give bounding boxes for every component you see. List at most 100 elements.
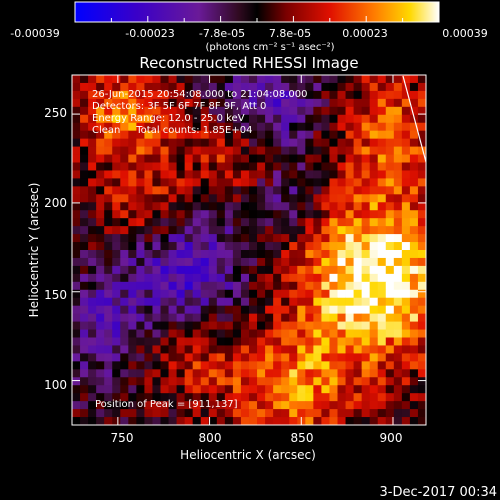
- heatmap-cell: [393, 122, 403, 132]
- heatmap-cell: [88, 194, 97, 203]
- heatmap-cell: [208, 401, 218, 410]
- heatmap-cell: [305, 401, 314, 410]
- heatmap-cell: [393, 385, 403, 394]
- heatmap-cell: [257, 329, 266, 338]
- heatmap-cell: [409, 146, 419, 155]
- heatmap-cell: [80, 345, 89, 354]
- heatmap-cell: [72, 138, 81, 147]
- heatmap-cell: [144, 345, 153, 354]
- heatmap-cell: [200, 170, 210, 179]
- heatmap-cell: [337, 106, 346, 116]
- heatmap-cell: [96, 82, 105, 92]
- heatmap-cell: [369, 75, 379, 84]
- heatmap-cell: [224, 114, 234, 124]
- heatmap-cell: [224, 138, 234, 147]
- heatmap-cell: [184, 265, 194, 275]
- heatmap-cell: [168, 178, 177, 187]
- heatmap-cell: [184, 202, 194, 211]
- heatmap-cell: [361, 234, 371, 243]
- heatmap-cell: [289, 393, 298, 402]
- heatmap-cell: [168, 250, 177, 259]
- heatmap-cell: [345, 250, 354, 259]
- heatmap-cell: [160, 369, 169, 378]
- heatmap-cell: [353, 313, 363, 322]
- heatmap-cell: [305, 170, 314, 179]
- heatmap-cell: [249, 345, 258, 354]
- heatmap-cell: [353, 265, 363, 275]
- plot-frame: [71, 74, 427, 426]
- heatmap-cell: [385, 210, 395, 219]
- heatmap-cell: [385, 138, 395, 147]
- heatmap-cell: [144, 210, 153, 219]
- heatmap-cell: [329, 345, 338, 354]
- heatmap-cell: [305, 345, 314, 354]
- heatmap-cell: [224, 178, 234, 187]
- heatmap-cell: [417, 297, 426, 307]
- heatmap-cell: [80, 154, 89, 163]
- heatmap-cell: [313, 265, 322, 275]
- heatmap-cell: [329, 114, 338, 124]
- heatmap-cell: [265, 265, 274, 275]
- heatmap-cell: [168, 401, 177, 410]
- heatmap-cell: [120, 385, 129, 394]
- heatmap-cell: [313, 289, 322, 299]
- heatmap-cell: [152, 82, 161, 92]
- heatmap-cell: [144, 138, 153, 147]
- heatmap-cell: [216, 114, 226, 124]
- heatmap-cell: [257, 369, 266, 378]
- heatmap-cell: [265, 281, 274, 291]
- heatmap-cell: [112, 146, 121, 155]
- heatmap-cell: [72, 130, 81, 140]
- heatmap-cell: [184, 138, 194, 147]
- heatmap-cell: [72, 98, 81, 108]
- heatmap-cell: [128, 122, 137, 132]
- heatmap-cell: [120, 409, 129, 418]
- heatmap-cell: [88, 146, 97, 155]
- heatmap-cell: [184, 242, 194, 251]
- heatmap-cell: [168, 218, 177, 227]
- heatmap-cell: [120, 82, 129, 92]
- heatmap-cell: [329, 146, 338, 155]
- heatmap-cell: [80, 281, 89, 291]
- heatmap-cell: [160, 90, 169, 100]
- heatmap-cell: [88, 289, 97, 299]
- heatmap-cell: [240, 138, 250, 147]
- heatmap-cell: [88, 122, 97, 132]
- heatmap-cell: [144, 297, 153, 307]
- heatmap-cell: [417, 218, 426, 227]
- heatmap-cell: [401, 210, 411, 219]
- heatmap-cell: [353, 281, 363, 291]
- heatmap-cell: [281, 130, 290, 140]
- heatmap-cell: [409, 273, 419, 283]
- heatmap-cell: [369, 337, 379, 346]
- heatmap-cell: [72, 289, 81, 299]
- heatmap-cell: [289, 194, 298, 203]
- heatmap-cell: [80, 234, 89, 243]
- heatmap-cell: [208, 186, 218, 195]
- heatmap-cell: [313, 106, 322, 116]
- heatmap-cell: [329, 337, 338, 346]
- heatmap-cell: [249, 305, 258, 315]
- heatmap-cell: [313, 82, 322, 92]
- heatmap-cell: [160, 98, 169, 108]
- heatmap-cell: [168, 273, 177, 283]
- heatmap-cell: [305, 106, 314, 116]
- heatmap-cell: [120, 186, 129, 195]
- heatmap-cell: [152, 393, 161, 402]
- heatmap-cell: [297, 218, 306, 227]
- heatmap-cell: [128, 82, 137, 92]
- heatmap-cell: [337, 329, 346, 338]
- heatmap-cell: [88, 377, 97, 386]
- heatmap-cell: [152, 194, 161, 203]
- heatmap-cell: [240, 162, 250, 171]
- heatmap-cell: [377, 178, 387, 187]
- heatmap-cell: [96, 154, 105, 163]
- heatmap-cell: [80, 305, 89, 315]
- heatmap-cell: [152, 409, 161, 418]
- heatmap-cell: [120, 313, 129, 322]
- heatmap-cell: [72, 409, 81, 418]
- heatmap-cell: [168, 194, 177, 203]
- heatmap-cell: [369, 122, 379, 132]
- heatmap-cell: [361, 369, 371, 378]
- heatmap-cell: [369, 401, 379, 410]
